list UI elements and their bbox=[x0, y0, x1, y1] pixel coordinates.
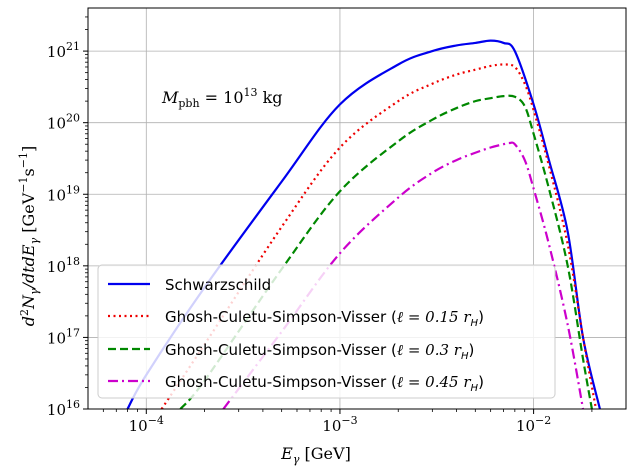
mass-annotation: Mpbh = 1013 kg bbox=[161, 86, 283, 110]
y-tick-label: 1021 bbox=[47, 40, 80, 61]
tick-labels: 10−4 10−3 10−2 1016 1017 1018 1019 1020 1021 bbox=[47, 40, 551, 435]
x-axis-label: Eγ [GeV] bbox=[280, 444, 351, 466]
legend-box bbox=[97, 264, 556, 399]
x-tick-label: 10−3 bbox=[322, 414, 357, 435]
x-tick-label: 10−2 bbox=[516, 414, 551, 435]
series-layer bbox=[126, 39, 601, 409]
series-gcsv-03 bbox=[179, 94, 593, 409]
series-schwarzschild bbox=[126, 39, 601, 409]
legend-label-gcsv-045: Ghosh-Culetu-Simpson-Visser (ℓ = 0.45 rH… bbox=[165, 373, 484, 394]
legend-label-schwarzschild: Schwarzschild bbox=[165, 276, 271, 294]
legend-label-gcsv-015: Ghosh-Culetu-Simpson-Visser (ℓ = 0.15 rH… bbox=[165, 308, 484, 329]
plot-frame bbox=[87, 7, 627, 410]
y-tick-label: 1018 bbox=[47, 255, 80, 276]
series-gcsv-015 bbox=[160, 63, 598, 409]
x-tick-label: 10−4 bbox=[129, 414, 164, 435]
legend-label-gcsv-03: Ghosh-Culetu-Simpson-Visser (ℓ = 0.3 rH) bbox=[165, 341, 474, 362]
ticks bbox=[83, 16, 593, 414]
y-tick-label: 1016 bbox=[47, 398, 80, 419]
y-axis-label: d2Nγ/dtdEγ [GeV−1s−1] bbox=[17, 146, 41, 326]
y-tick-label: 1017 bbox=[47, 326, 80, 347]
y-tick-label: 1020 bbox=[47, 112, 80, 133]
series-gcsv-045 bbox=[222, 141, 585, 409]
y-tick-label: 1019 bbox=[47, 183, 80, 204]
legend: Schwarzschild Ghosh-Culetu-Simpson-Visse… bbox=[97, 264, 556, 399]
